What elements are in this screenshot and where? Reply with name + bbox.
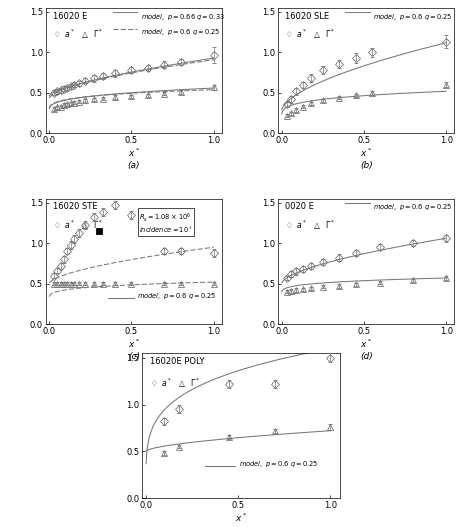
X-axis label: $x^*$: $x^*$: [235, 511, 247, 524]
Text: $\mathit{model,\ p = 0.6\ q = 0.25}$: $\mathit{model,\ p = 0.6\ q = 0.25}$: [141, 27, 220, 37]
Text: 16020E POLY: 16020E POLY: [150, 357, 205, 366]
Text: $\mathit{model,\ p = 0.6\ q = 0.25}$: $\mathit{model,\ p = 0.6\ q = 0.25}$: [137, 291, 217, 301]
X-axis label: $x^*$: $x^*$: [128, 147, 140, 159]
Text: 16020 SLE: 16020 SLE: [285, 12, 330, 21]
Text: $\diamondsuit\ \ a^*\ \ \bigtriangleup\ \ \mathit{\Gamma}^*$: $\diamondsuit\ \ a^*\ \ \bigtriangleup\ …: [150, 376, 201, 389]
Text: $\mathit{model,\ p = 0.6\ q = 0.25}$: $\mathit{model,\ p = 0.6\ q = 0.25}$: [374, 12, 453, 22]
Text: (b): (b): [360, 161, 373, 170]
X-axis label: $x^*$: $x^*$: [360, 147, 372, 159]
X-axis label: $x^*$: $x^*$: [360, 337, 372, 350]
Text: $\diamondsuit\ \ a^*\ \ \bigtriangleup\ \ \mathit{\Gamma}^*$: $\diamondsuit\ \ a^*\ \ \bigtriangleup\ …: [53, 219, 103, 232]
Text: 0020 E: 0020 E: [285, 202, 314, 211]
Text: $\diamondsuit\ \ a^*\ \ \bigtriangleup\ \ \mathit{\Gamma}^*$: $\diamondsuit\ \ a^*\ \ \bigtriangleup\ …: [285, 219, 336, 232]
Text: $\mathit{model,\ p = 0.6\ q = 0.25}$: $\mathit{model,\ p = 0.6\ q = 0.25}$: [239, 459, 319, 469]
Text: 16020 E: 16020 E: [53, 12, 87, 21]
Text: 16020 STE: 16020 STE: [53, 202, 97, 211]
Text: (a): (a): [128, 161, 140, 170]
Text: $R_s = 1.08\times\,10^6$
$\mathit{incidence} = 10^\circ$: $R_s = 1.08\times\,10^6$ $\mathit{incide…: [139, 211, 193, 235]
Text: $\mathit{model,\ p = 0.66\ q = 0.33}$: $\mathit{model,\ p = 0.66\ q = 0.33}$: [141, 12, 225, 22]
Text: (d): (d): [360, 352, 373, 360]
Text: $\mathit{model,\ p = 0.6\ q = 0.25}$: $\mathit{model,\ p = 0.6\ q = 0.25}$: [374, 202, 453, 212]
Text: $\diamondsuit\ \ a^*\ \ \bigtriangleup\ \ \mathit{\Gamma}^*$: $\diamondsuit\ \ a^*\ \ \bigtriangleup\ …: [53, 28, 103, 42]
Text: $\diamondsuit\ \ a^*\ \ \bigtriangleup\ \ \mathit{\Gamma}^*$: $\diamondsuit\ \ a^*\ \ \bigtriangleup\ …: [285, 28, 336, 42]
Text: (c): (c): [128, 352, 140, 360]
X-axis label: $x^*$: $x^*$: [128, 337, 140, 350]
